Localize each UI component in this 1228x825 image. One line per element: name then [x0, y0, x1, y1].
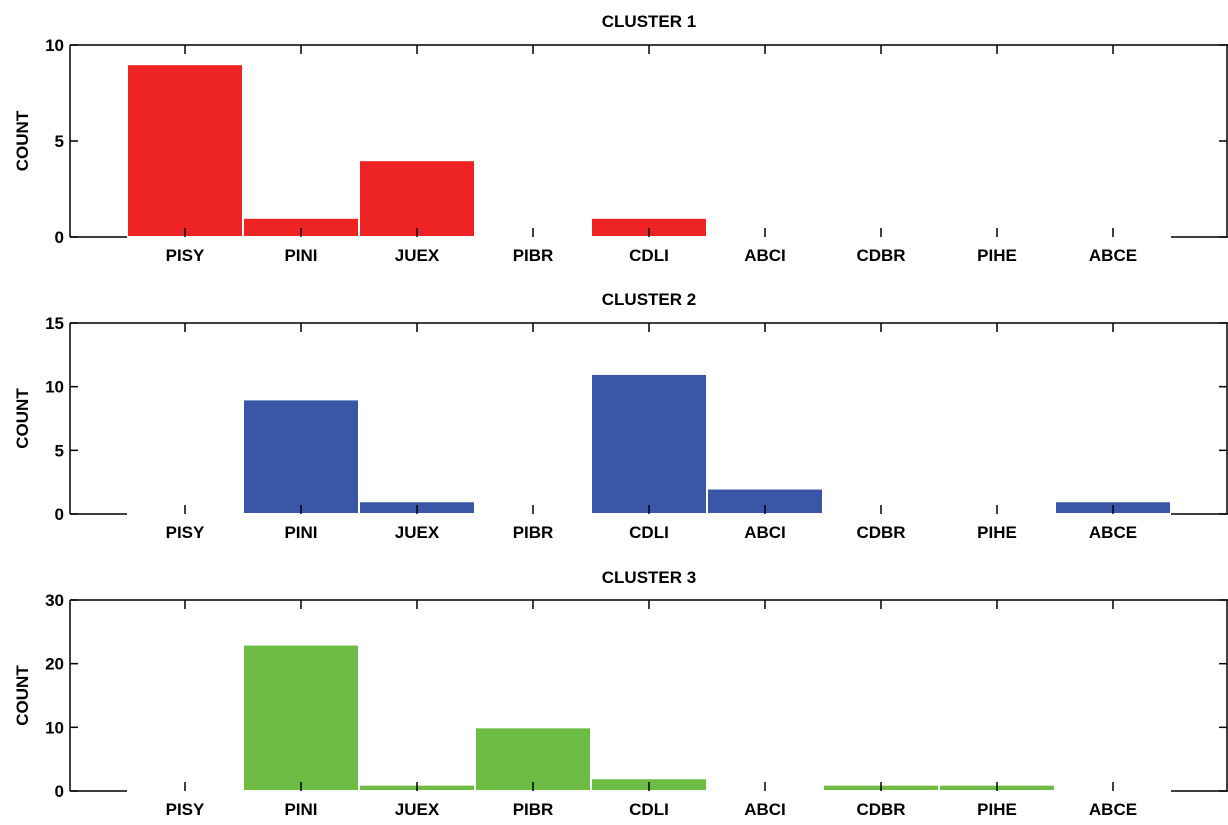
y-tick-label: 5: [55, 441, 64, 460]
y-axis-label: COUNT: [13, 665, 32, 726]
panel-title: CLUSTER 1: [602, 12, 696, 31]
x-tick-label-abce: ABCE: [1089, 800, 1137, 819]
x-tick-label-pini: PINI: [284, 246, 317, 265]
x-tick-label-pisy: PISY: [166, 246, 205, 265]
panel-title: CLUSTER 3: [602, 568, 696, 587]
y-tick-label: 10: [45, 36, 64, 55]
bar-pini: [242, 643, 360, 792]
y-tick-label: 0: [55, 782, 64, 801]
x-tick-label-cdli: CDLI: [629, 800, 669, 819]
x-tick-label-abci: ABCI: [744, 523, 786, 542]
panel-1: CLUSTER 1 COUNT 0 5 10 PISY PINI JUEX PIBR CDLI AB…: [13, 12, 1228, 265]
x-tick-label-pihe: PIHE: [977, 800, 1017, 819]
y-tick-label: 15: [45, 314, 64, 333]
x-tick-label-cdli: CDLI: [629, 246, 669, 265]
y-tick-label: 0: [55, 505, 64, 524]
panel-3: CLUSTER 3 COUNT 0 10 20 30 PISY PINI JUEX PIBR CDL…: [13, 568, 1228, 819]
y-tick-label: 30: [45, 591, 64, 610]
x-tick-label-abce: ABCE: [1089, 523, 1137, 542]
x-tick-label-abci: ABCI: [744, 246, 786, 265]
x-tick-label-pisy: PISY: [166, 523, 205, 542]
x-tick-label-pihe: PIHE: [977, 246, 1017, 265]
y-tick-label: 10: [45, 378, 64, 397]
x-tick-label-juex: JUEX: [395, 800, 440, 819]
y-tick-label: 20: [45, 655, 64, 674]
x-tick-label-pini: PINI: [284, 523, 317, 542]
x-tick-label-pini: PINI: [284, 800, 317, 819]
x-tick-label-abce: ABCE: [1089, 246, 1137, 265]
bar-cdli: [590, 372, 708, 515]
x-tick-label-cdbr: CDBR: [856, 523, 905, 542]
bar-juex: [358, 159, 476, 238]
x-tick-label-cdbr: CDBR: [856, 246, 905, 265]
x-tick-label-juex: JUEX: [395, 523, 440, 542]
x-tick-label-pibr: PIBR: [513, 246, 554, 265]
x-tick-label-juex: JUEX: [395, 246, 440, 265]
y-axis-label: COUNT: [13, 110, 32, 171]
x-tick-label-cdli: CDLI: [629, 523, 669, 542]
bar-pibr: [474, 726, 592, 792]
y-tick-label: 0: [55, 228, 64, 247]
x-tick-label-abci: ABCI: [744, 800, 786, 819]
x-tick-label-pihe: PIHE: [977, 523, 1017, 542]
panel-title: CLUSTER 2: [602, 290, 696, 309]
x-tick-label-pisy: PISY: [166, 800, 205, 819]
y-axis-label: COUNT: [13, 388, 32, 449]
bar-pisy: [126, 63, 244, 238]
panel-2: CLUSTER 2 COUNT 0 5 10 15 PISY PINI JUEX PIBR CDLI…: [13, 290, 1228, 542]
y-tick-label: 10: [45, 718, 64, 737]
x-tick-label-pibr: PIBR: [513, 800, 554, 819]
x-tick-label-pibr: PIBR: [513, 523, 554, 542]
bar-pini: [242, 398, 360, 515]
y-tick-label: 5: [55, 132, 64, 151]
x-tick-label-cdbr: CDBR: [856, 800, 905, 819]
